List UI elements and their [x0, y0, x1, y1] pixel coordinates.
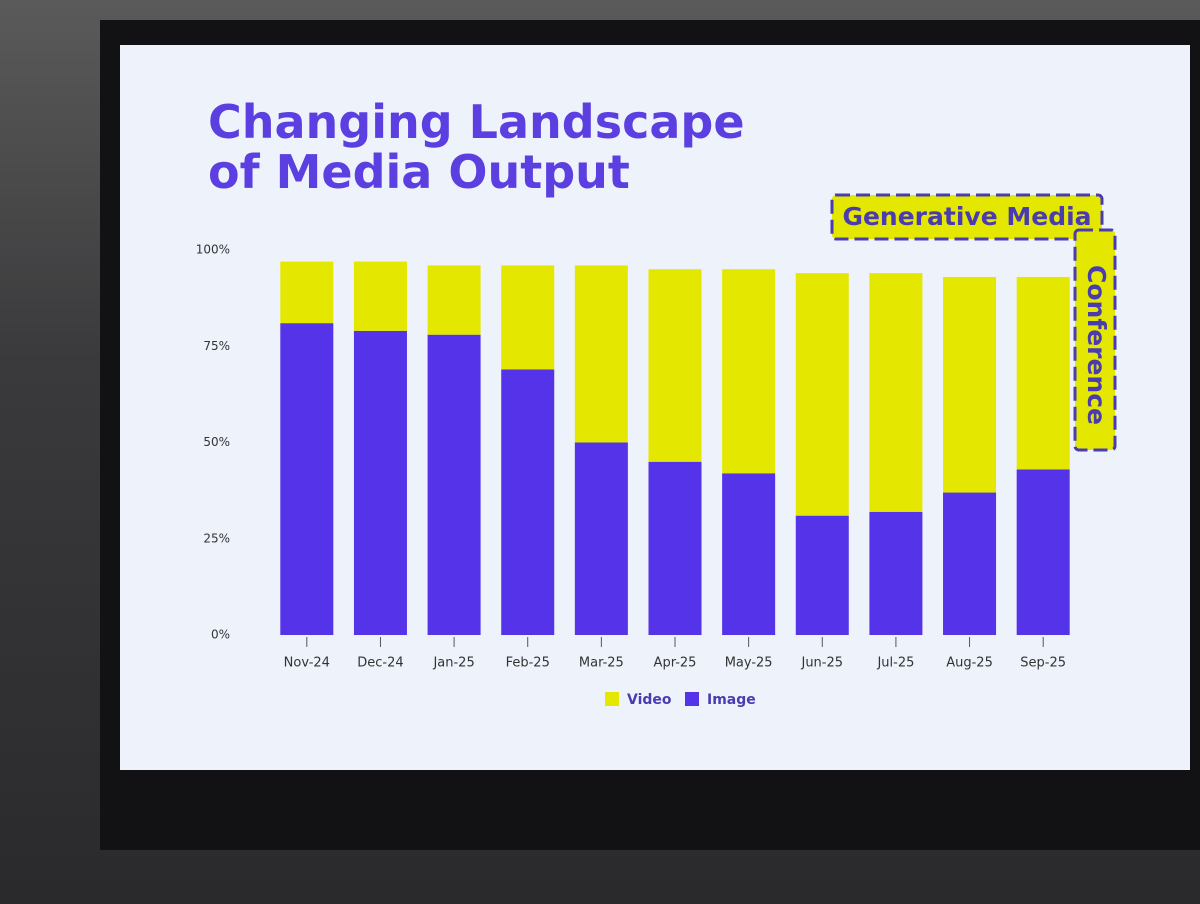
bar-segment	[280, 323, 334, 635]
y-tick-label: 0%	[211, 628, 230, 642]
bar-segment	[501, 265, 555, 370]
bar-segment	[722, 473, 776, 635]
bar-segment	[869, 511, 923, 635]
legend-swatch	[685, 692, 699, 706]
bar-segment	[722, 269, 776, 474]
y-tick-label: 25%	[203, 531, 230, 545]
x-tick-label: Jun-25	[800, 656, 843, 671]
x-tick-label: Apr-25	[654, 656, 697, 671]
chart-title: Changing Landscape of Media Output	[208, 95, 745, 199]
bar-segment	[1016, 276, 1070, 470]
x-tick-label: Mar-25	[579, 656, 624, 671]
y-tick-label: 100%	[196, 243, 230, 257]
slide: Changing Landscape of Media Output Gener…	[120, 45, 1190, 770]
x-tick-label: Jan-25	[432, 656, 474, 671]
logo-box	[1073, 228, 1117, 452]
bar-segment	[427, 334, 481, 635]
bar-segment	[795, 273, 849, 516]
bar-segment	[648, 269, 702, 462]
legend-swatch	[605, 692, 619, 706]
x-tick-label: Nov-24	[284, 656, 330, 671]
x-tick-label: Sep-25	[1020, 656, 1066, 671]
logo-text: Conference	[1082, 265, 1111, 425]
bar-segment	[427, 265, 481, 335]
bar-segment	[353, 261, 407, 331]
x-tick-label: Aug-25	[946, 656, 993, 671]
bar-segment	[648, 461, 702, 635]
y-tick-label: 50%	[203, 435, 230, 449]
bar-segment	[795, 515, 849, 635]
legend-label: Video	[627, 692, 672, 708]
y-tick-label: 75%	[203, 339, 230, 353]
bar-segment	[280, 261, 334, 324]
legend-label: Image	[707, 692, 756, 708]
bar-segment	[574, 442, 628, 635]
bar-segment	[943, 276, 997, 493]
bar-segment	[501, 369, 555, 635]
x-tick-label: Jul-25	[876, 656, 914, 671]
logo-text: Generative Media	[842, 202, 1091, 231]
chart: Generative Media Conference 0% 25% 50% 75% 1…	[196, 193, 1117, 708]
x-tick-label: May-25	[725, 656, 773, 671]
x-tick-label: Feb-25	[506, 656, 550, 671]
bar-segment	[1016, 469, 1070, 635]
bar-segment	[869, 273, 923, 512]
bar-segment	[353, 330, 407, 635]
x-tick-label: Dec-24	[357, 656, 403, 671]
bar-segment	[943, 492, 997, 635]
bar-segment	[574, 265, 628, 443]
logo-box	[830, 193, 1104, 241]
